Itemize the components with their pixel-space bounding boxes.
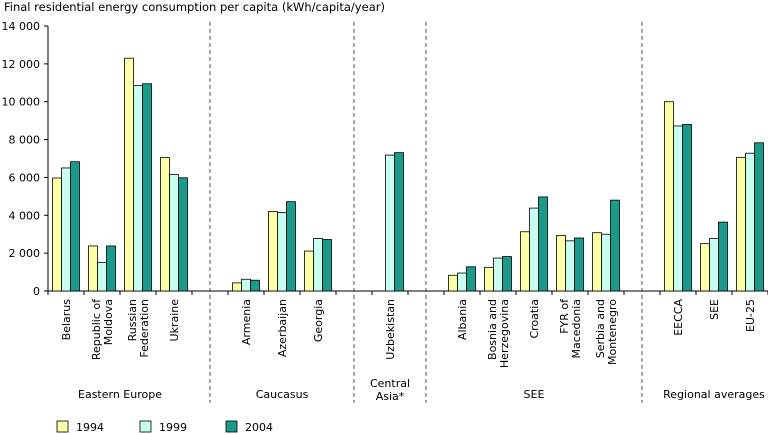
bar-1994 — [160, 157, 170, 292]
plot-area: 0 2 000 4 000 6 000 8 000 10 000 12 000 14 000 B… — [2, 20, 768, 434]
category-label: Macedonia — [570, 299, 583, 359]
bar-1999 — [601, 233, 611, 292]
legend-label: 1994 — [76, 421, 104, 434]
bar-1999 — [457, 272, 467, 292]
bar-1999 — [385, 154, 395, 292]
bar-2004 — [286, 201, 296, 292]
bar-2004 — [538, 196, 548, 292]
y-tick-label: 2 000 — [9, 247, 41, 260]
bar-1994 — [700, 243, 710, 292]
bar-1999 — [493, 257, 503, 292]
bar-1999 — [745, 152, 755, 292]
y-tick-label: 8 000 — [9, 134, 41, 147]
y-tick-label: 10 000 — [2, 96, 41, 109]
bar-1994 — [556, 235, 566, 292]
bar-1999 — [61, 167, 71, 292]
bar-1994 — [484, 266, 494, 292]
category-label: Ukraine — [168, 299, 181, 342]
category-label: Bosnia and — [486, 299, 499, 360]
bar-1999 — [169, 174, 179, 292]
bar-1994 — [736, 156, 746, 292]
bar-1999 — [133, 85, 143, 292]
category-label: Armenia — [240, 299, 253, 345]
category-label: Georgia — [312, 299, 325, 342]
bar-1994 — [268, 211, 278, 292]
bar-1994 — [124, 57, 134, 292]
category-label: Albania — [456, 299, 469, 340]
bar-1999 — [241, 278, 251, 292]
legend-label: 2004 — [245, 421, 273, 434]
group-label: SEE — [524, 388, 545, 401]
bar-1999 — [709, 238, 719, 292]
bar-1999 — [277, 212, 287, 292]
bar-1999 — [313, 238, 323, 292]
legend-swatch-1994 — [56, 420, 69, 433]
bar-2004 — [754, 142, 764, 292]
y-tick-label: 0 — [33, 285, 40, 298]
group-label: Caucasus — [256, 388, 309, 401]
bar-1999 — [565, 240, 575, 292]
y-tick-label: 6 000 — [9, 171, 41, 184]
group-label: Central — [370, 377, 410, 390]
category-label: Federation — [138, 299, 151, 358]
chart-title: Final residential energy consumption per… — [4, 0, 385, 14]
bar-2004 — [718, 221, 728, 292]
bar-2004 — [574, 237, 584, 292]
group-label: Eastern Europe — [78, 388, 162, 401]
bar-2004 — [322, 239, 332, 292]
bar-1999 — [97, 262, 107, 292]
bar-2004 — [466, 266, 476, 292]
bar-2004 — [106, 245, 116, 292]
y-tick-label: 12 000 — [2, 58, 41, 71]
category-label: EECCA — [672, 299, 685, 336]
category-label: FYR of — [558, 298, 571, 334]
bar-1994 — [592, 232, 602, 292]
legend-label: 1999 — [159, 421, 187, 434]
bar-2004 — [178, 177, 188, 292]
category-label: Croatia — [528, 299, 541, 339]
bar-1999 — [673, 125, 683, 292]
category-label: Azerbaijan — [276, 299, 289, 357]
bar-1994 — [232, 282, 242, 292]
category-label: Montenegro — [606, 299, 619, 365]
group-label: Asia* — [376, 390, 405, 403]
category-label: Herzegovina — [498, 299, 511, 368]
category-label: EU-25 — [744, 299, 757, 332]
group-label: Regional averages — [663, 388, 765, 401]
category-label: Serbia and — [594, 299, 607, 358]
bar-1994 — [664, 101, 674, 292]
category-label: Belarus — [60, 299, 73, 341]
category-label: Uzbekistan — [384, 299, 397, 360]
bar-1994 — [520, 231, 530, 292]
y-tick-label: 14 000 — [2, 20, 41, 33]
category-label: Russian — [126, 299, 139, 341]
legend-swatch-1999 — [139, 420, 152, 433]
category-label: Moldova — [102, 299, 115, 345]
bar-1994 — [304, 250, 314, 292]
bar-1994 — [448, 274, 458, 292]
bar-1999 — [529, 207, 539, 292]
y-tick-label: 4 000 — [9, 209, 41, 222]
bar-2004 — [394, 152, 404, 292]
bar-2004 — [70, 161, 80, 292]
bar-2004 — [610, 199, 620, 292]
bar-2004 — [502, 256, 512, 292]
bar-2004 — [682, 124, 692, 292]
bar-1994 — [88, 245, 98, 292]
bar-1994 — [52, 177, 62, 292]
legend-swatch-2004 — [225, 420, 238, 433]
bar-2004 — [142, 83, 152, 292]
category-label: SEE — [708, 299, 721, 320]
category-label: Republic of — [90, 298, 103, 360]
bar-2004 — [250, 279, 260, 292]
